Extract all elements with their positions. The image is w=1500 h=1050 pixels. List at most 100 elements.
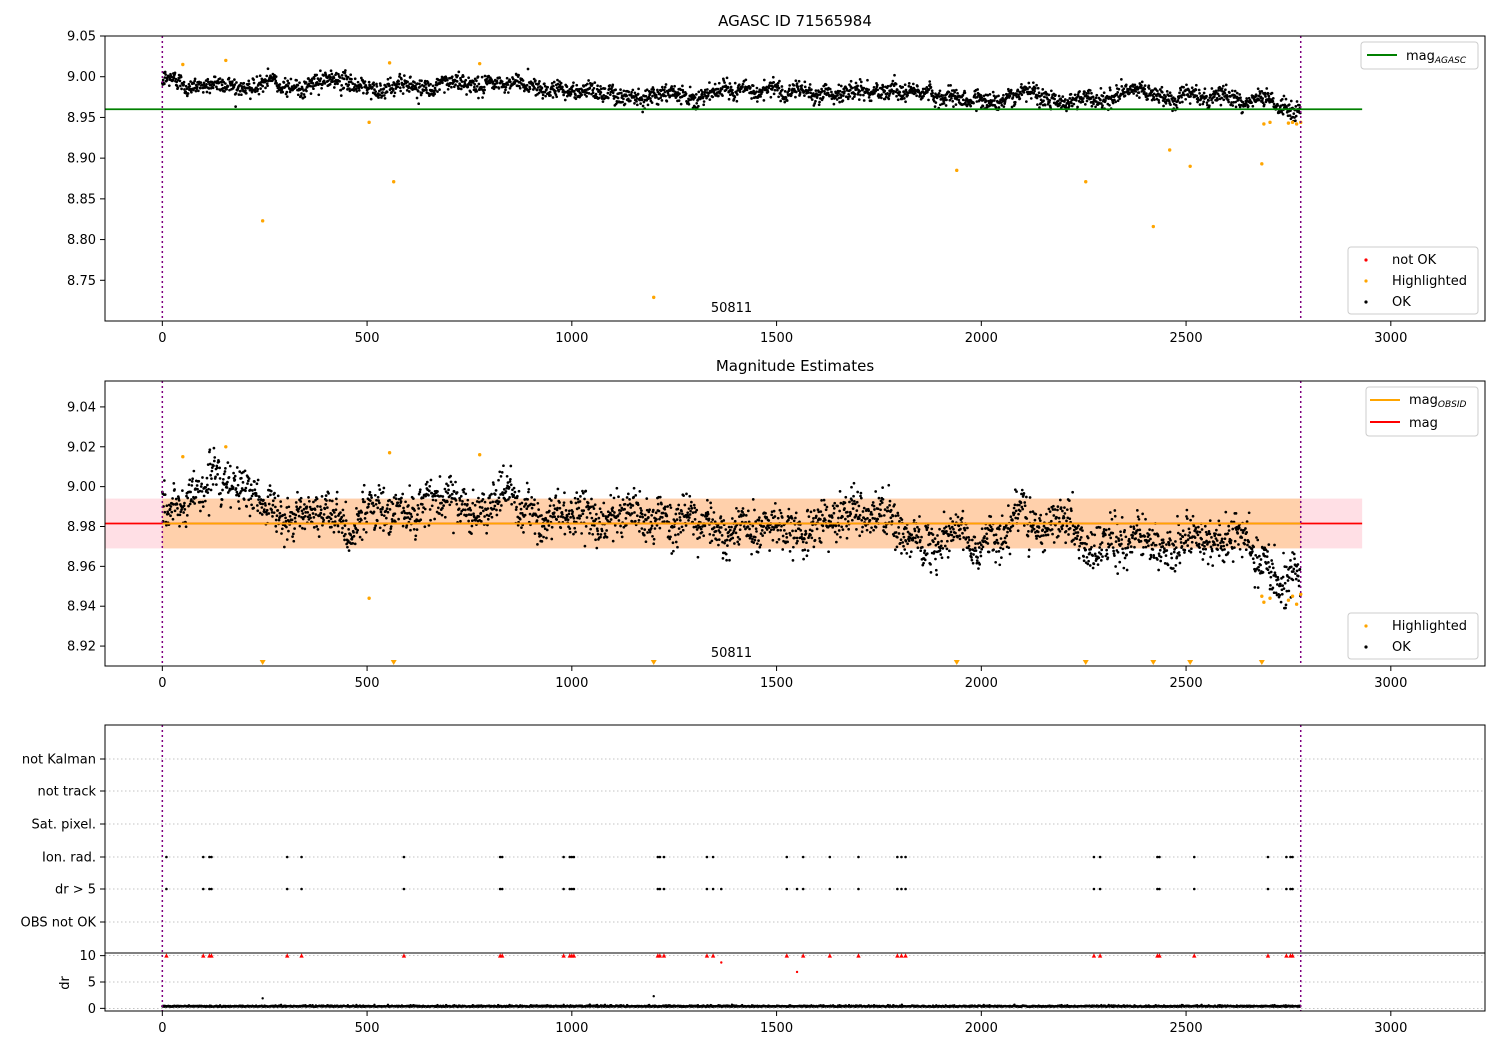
agasc-ok-point bbox=[954, 103, 958, 106]
agasc-ok-point bbox=[1028, 85, 1031, 89]
magnitude-ok-point bbox=[728, 558, 731, 562]
magnitude-ok-point bbox=[894, 514, 898, 518]
agasc-ok-point bbox=[881, 85, 885, 89]
magnitude-ok-point bbox=[563, 532, 567, 536]
agasc-highlighted-point bbox=[1084, 180, 1088, 184]
agasc-ok-point bbox=[208, 91, 212, 95]
agasc-ok-point bbox=[322, 79, 326, 83]
magnitude-ok-point bbox=[552, 504, 556, 507]
magnitude-ok-point bbox=[1011, 518, 1014, 522]
magnitude-ok-point bbox=[389, 525, 393, 528]
agasc-ok-point bbox=[292, 84, 296, 87]
magnitude-ok-point bbox=[958, 534, 961, 538]
magnitude-ok-point bbox=[493, 504, 497, 508]
magnitude-ok-point bbox=[945, 530, 948, 533]
agasc-ok-point bbox=[826, 91, 830, 95]
magnitude-ok-point bbox=[723, 541, 726, 545]
magnitude-ok-point bbox=[391, 502, 395, 506]
magnitude-ok-point bbox=[322, 518, 326, 522]
agasc-ok-point bbox=[575, 83, 579, 87]
magnitude-ok-point bbox=[652, 537, 656, 541]
magnitude-ok-point bbox=[791, 529, 794, 533]
magnitude-ok-point bbox=[390, 518, 394, 521]
magnitude-ok-point bbox=[893, 548, 897, 552]
magnitude-ok-point bbox=[257, 498, 260, 501]
magnitude-ok-point bbox=[459, 512, 463, 516]
agasc-ok-point bbox=[934, 101, 938, 104]
magnitude-ok-point bbox=[440, 501, 443, 505]
agasc-ok-point bbox=[886, 84, 890, 88]
agasc-ok-point bbox=[305, 85, 309, 89]
agasc-ok-point bbox=[402, 74, 406, 77]
agasc-ok-point bbox=[783, 100, 787, 104]
magnitude-ok-point bbox=[209, 488, 213, 492]
magnitude-ok-point bbox=[213, 456, 217, 459]
agasc-ok-point bbox=[336, 82, 339, 86]
magnitude-ok-point bbox=[220, 498, 224, 501]
agasc-ok-point bbox=[679, 88, 683, 92]
magnitude-ok-point bbox=[663, 520, 666, 523]
magnitude-ok-point bbox=[846, 520, 850, 523]
agasc-ok-point bbox=[559, 81, 563, 85]
agasc-ok-point bbox=[687, 102, 691, 106]
agasc-ok-point bbox=[656, 103, 660, 106]
agasc-ok-point bbox=[1198, 103, 1202, 106]
agasc-ok-point bbox=[907, 84, 911, 88]
magnitude-ok-point bbox=[364, 530, 368, 534]
magnitude-ok-point bbox=[388, 507, 392, 511]
magnitude-ok-point bbox=[683, 503, 687, 507]
magnitude-ok-point bbox=[935, 573, 939, 577]
agasc-ok-point bbox=[751, 84, 755, 88]
agasc-y-axis: 8.758.808.858.908.959.009.05 bbox=[67, 30, 105, 289]
magnitude-ok-point bbox=[715, 538, 719, 542]
agasc-highlighted-point bbox=[367, 120, 371, 125]
agasc-ok-point bbox=[769, 81, 772, 85]
magnitude-ok-point bbox=[655, 518, 658, 521]
agasc-ok-point bbox=[1094, 96, 1098, 100]
magnitude-ok-point bbox=[199, 485, 203, 488]
magnitude-ok-point bbox=[776, 528, 780, 532]
agasc-ok-point bbox=[898, 90, 902, 94]
magnitude-ok-point bbox=[215, 466, 219, 470]
agasc-ok-point bbox=[526, 67, 530, 71]
magnitude-ok-point bbox=[765, 528, 769, 531]
magnitude-ok-point bbox=[854, 513, 858, 517]
magnitude-ok-point bbox=[791, 559, 795, 562]
agasc-ok-point bbox=[1233, 89, 1237, 93]
agasc-ok-point bbox=[1147, 84, 1151, 88]
magnitude-ok-point bbox=[763, 531, 767, 535]
magnitude-ok-point bbox=[293, 527, 296, 530]
magnitude-ok-point bbox=[217, 460, 221, 463]
magnitude-ok-point bbox=[707, 517, 711, 521]
magnitude-ok-point bbox=[344, 519, 348, 522]
agasc-ok-point bbox=[339, 88, 343, 92]
agasc-ok-point bbox=[1174, 103, 1178, 107]
magnitude-ok-point bbox=[221, 477, 225, 481]
magnitude-ok-point bbox=[363, 517, 367, 520]
magnitude-ok-point bbox=[901, 532, 905, 536]
agasc-ok-point bbox=[182, 80, 186, 84]
magnitude-ok-point bbox=[899, 538, 903, 542]
magnitude-ok-point bbox=[618, 512, 622, 515]
magnitude-ok-point bbox=[539, 534, 543, 537]
agasc-ok-point bbox=[460, 84, 464, 88]
magnitude-ok-point bbox=[315, 525, 319, 528]
magnitude-ok-point bbox=[636, 503, 640, 507]
agasc-ok-point bbox=[1284, 97, 1288, 101]
agasc-ok-point bbox=[264, 86, 267, 90]
magnitude-ok-point bbox=[262, 508, 266, 511]
magnitude-ok-point bbox=[294, 513, 298, 517]
magnitude-ok-point bbox=[941, 547, 945, 550]
agasc-ok-point bbox=[1156, 89, 1159, 93]
agasc-ok-point bbox=[1027, 81, 1031, 85]
agasc-ok-point bbox=[301, 87, 304, 90]
magnitude-ok-point bbox=[418, 488, 422, 492]
magnitude-ok-point bbox=[398, 504, 402, 508]
magnitude-ok-point bbox=[856, 490, 860, 494]
agasc-ok-point bbox=[635, 103, 639, 107]
magnitude-ok-point bbox=[394, 497, 398, 501]
magnitude-ok-point bbox=[269, 489, 273, 493]
magnitude-ok-point bbox=[629, 506, 633, 509]
agasc-ok-point bbox=[338, 79, 341, 83]
magnitude-ok-point bbox=[870, 526, 873, 530]
